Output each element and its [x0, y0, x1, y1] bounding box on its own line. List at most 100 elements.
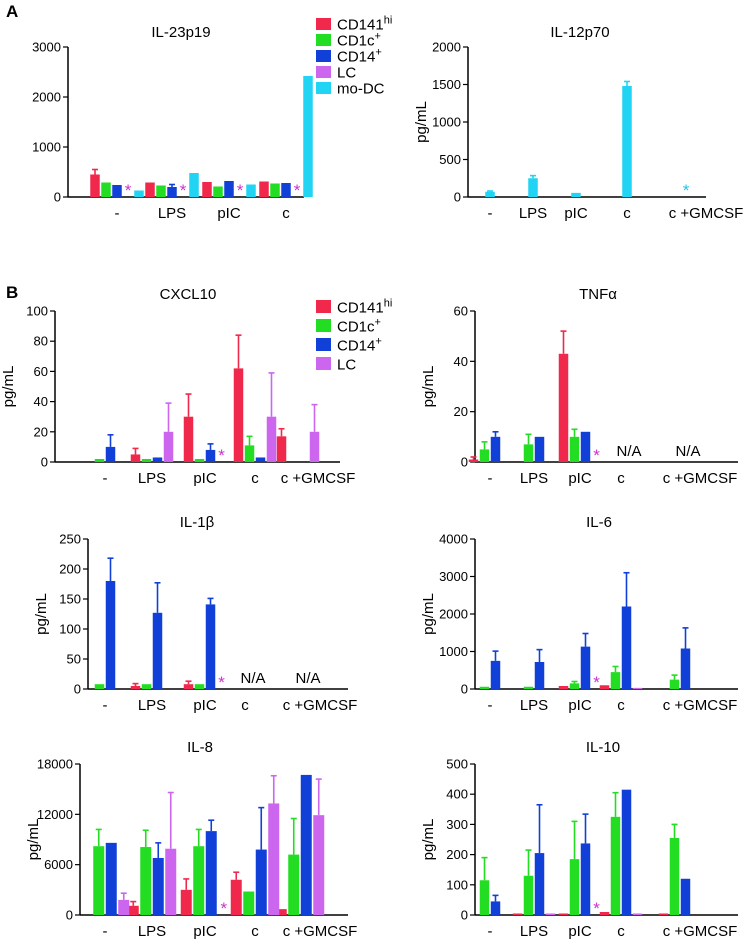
y-tick-label: 2000	[32, 90, 61, 105]
bar-cd14	[205, 449, 216, 462]
bar-cd1c	[93, 846, 105, 915]
bar-cd1c	[569, 683, 580, 689]
chart-title: IL-8	[187, 739, 213, 756]
x-category-label: -	[103, 697, 108, 714]
bar-cd141hi	[183, 684, 194, 689]
legend-label: LC	[337, 357, 356, 374]
bar-cd1c	[94, 458, 105, 462]
y-tick-label: 0	[66, 908, 73, 923]
chart-5: IL-1β 0 50 100 150 200 250 pg/mL - LPS pIC c c +GMCS…	[33, 514, 357, 714]
bar-lc	[165, 848, 177, 915]
bar-cd141hi	[599, 911, 610, 915]
bar-cd1c	[288, 854, 300, 915]
bar-cd14	[680, 648, 691, 689]
x-category-label: c	[241, 697, 249, 714]
bar-modc	[571, 192, 581, 197]
x-category-label: -	[488, 470, 493, 487]
bar-lc	[632, 687, 643, 689]
asterisk-marker: *	[220, 899, 227, 918]
chart-7: IL-8 0 6000 12000 18000 pg/mL - LPS pIC c c +GMCSF…	[25, 739, 357, 940]
x-category-label: LPS	[138, 470, 166, 487]
x-category-label: pIC	[193, 923, 217, 940]
x-category-label: c	[617, 470, 625, 487]
x-category-label: c	[617, 923, 625, 940]
y-axis-label: pg/mL	[413, 101, 430, 143]
bar-cd14	[490, 901, 501, 915]
bar-modc	[189, 173, 199, 197]
x-category-label: c	[623, 205, 631, 222]
legend-label: mo-DC	[337, 81, 385, 98]
y-axis-label: pg/mL	[420, 366, 437, 408]
bar-cd141hi	[276, 436, 287, 462]
chart-3: CXCL10 0 20 40 60 80 100 pg/mL - LPS pIC c c +GMCSF *	[0, 286, 355, 487]
x-category-label: c	[251, 470, 259, 487]
bar-cd1c	[270, 183, 280, 197]
bar-cd14	[534, 436, 545, 462]
y-tick-label: 500	[439, 152, 461, 167]
bar-cd141hi	[658, 913, 669, 915]
x-category-label: pIC	[193, 697, 217, 714]
x-category-label: -	[103, 923, 108, 940]
bar-cd14	[105, 446, 116, 462]
bar-cd1c	[523, 686, 534, 689]
asterisk-marker: *	[294, 181, 301, 200]
bar-cd141hi	[512, 913, 523, 915]
bar-cd1c	[243, 891, 255, 915]
bar-cd1c	[669, 679, 680, 689]
bar-cd141hi	[180, 889, 192, 915]
asterisk-marker: *	[218, 673, 225, 692]
x-category-label: -	[115, 205, 120, 222]
bar-cd141hi	[558, 913, 569, 915]
chart-title: IL-23p19	[151, 24, 210, 41]
bar-cd14	[534, 853, 545, 915]
bar-cd14	[224, 181, 234, 197]
y-tick-label: 1000	[432, 115, 461, 130]
bar-cd14	[580, 646, 591, 689]
y-tick-label: 300	[446, 817, 468, 832]
bar-cd141hi	[558, 353, 569, 462]
bar-cd141hi	[558, 686, 569, 689]
chart-title: CXCL10	[160, 286, 217, 303]
bar-cd141hi	[183, 416, 194, 462]
bar-cd1c	[479, 686, 490, 689]
bar-cd14	[255, 457, 266, 462]
legend-label: CD14+	[337, 47, 382, 66]
legend-swatch	[316, 34, 331, 46]
legend-swatch	[316, 82, 331, 94]
bar-cd141hi	[230, 879, 242, 915]
bar-cd14	[621, 789, 632, 915]
x-category-label: LPS	[138, 923, 166, 940]
bar-cd141hi	[202, 182, 212, 197]
chart-title: IL-10	[586, 739, 620, 756]
y-tick-label: 100	[26, 304, 48, 319]
chart-title: IL-6	[586, 514, 612, 531]
y-tick-label: 100	[59, 622, 81, 637]
asterisk-marker: *	[593, 446, 600, 465]
y-tick-label: 0	[454, 190, 461, 205]
legend-label: CD141hi	[337, 298, 392, 317]
y-tick-label: 3000	[439, 569, 468, 584]
y-tick-label: 80	[34, 334, 48, 349]
y-tick-label: 60	[34, 364, 48, 379]
bar-lc	[163, 431, 174, 462]
bar-lc	[118, 899, 130, 915]
chart-6: IL-6 0 1000 2000 3000 4000 pg/mL - LPS pIC c c +GMC…	[420, 514, 738, 714]
y-tick-label: 12000	[37, 807, 73, 822]
bar-cd14	[152, 457, 163, 462]
bar-cd14	[105, 842, 117, 915]
bar-cd141hi	[90, 174, 100, 197]
x-category-label: pIC	[564, 205, 588, 222]
bar-cd1c	[523, 875, 534, 915]
legend-swatch	[316, 66, 331, 78]
bar-cd1c	[610, 816, 621, 915]
bar-cd1c	[140, 847, 152, 915]
bar-cd1c	[479, 880, 490, 915]
y-tick-label: 20	[34, 424, 48, 439]
x-category-label: c	[251, 923, 259, 940]
bar-cd1c	[94, 684, 105, 689]
legend-label: CD1c+	[337, 317, 381, 336]
y-axis-label: pg/mL	[25, 819, 42, 861]
bar-lc	[268, 803, 280, 915]
x-category-label: pIC	[568, 470, 592, 487]
y-tick-label: 50	[67, 652, 81, 667]
